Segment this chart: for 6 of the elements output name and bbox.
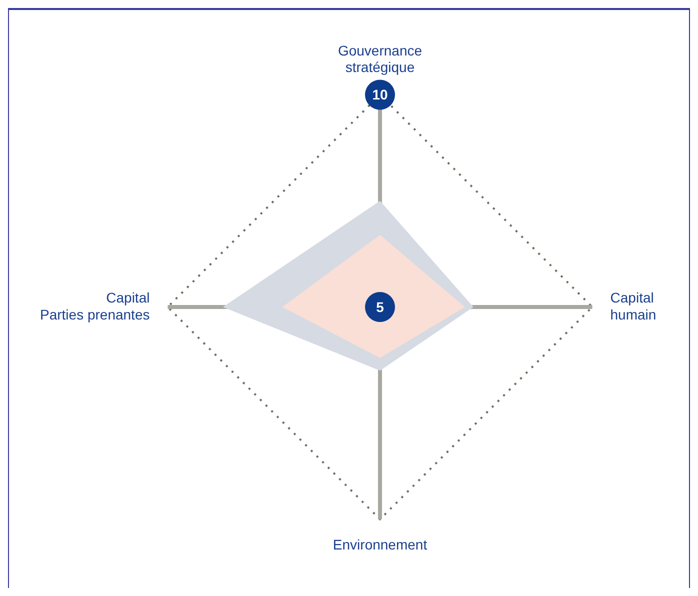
- spoke-label: Capital Parties prenantes: [40, 289, 150, 322]
- spoke-label: Gouvernance stratégique: [338, 42, 422, 76]
- spoke-label: Capital humain: [610, 289, 656, 322]
- spoke-label: Environnement: [332, 536, 428, 553]
- y-tick-label: 5: [376, 298, 384, 315]
- y-tick-label: 10: [372, 86, 388, 103]
